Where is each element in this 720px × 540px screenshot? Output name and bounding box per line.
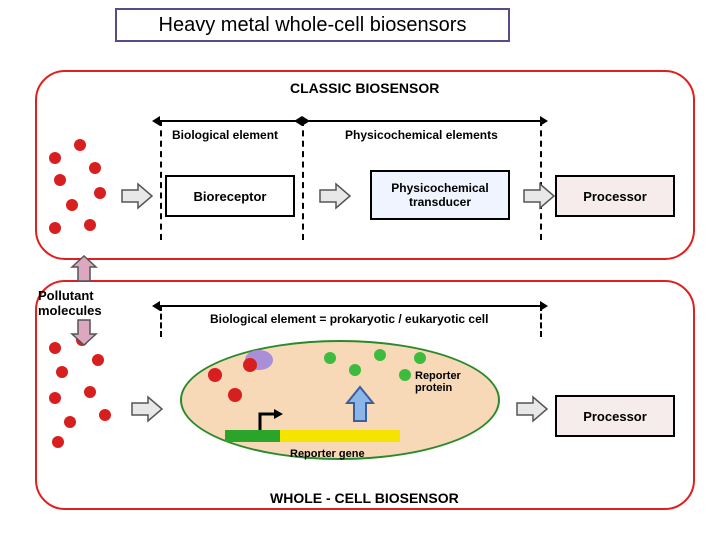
dashed-divider bbox=[160, 120, 162, 240]
pollutant-dot bbox=[228, 388, 242, 402]
up-arrow-icon bbox=[345, 385, 375, 425]
processor-box-top: Processor bbox=[555, 175, 675, 217]
reporter-protein-dot bbox=[374, 349, 386, 361]
pollutant-dot bbox=[99, 409, 111, 421]
pollutant-dot bbox=[84, 219, 96, 231]
pollutant-dot bbox=[208, 368, 222, 382]
flow-arrow-icon bbox=[130, 395, 164, 423]
dashed-divider bbox=[302, 120, 304, 240]
pollutant-dot bbox=[92, 354, 104, 366]
flow-arrow-icon bbox=[70, 255, 104, 283]
pollutant-dot bbox=[49, 222, 61, 234]
pollutant-dot bbox=[56, 366, 68, 378]
biological-element-cell-label: Biological element = prokaryotic / eukar… bbox=[210, 312, 488, 326]
pollutant-dot bbox=[243, 358, 257, 372]
promoter-arrow-icon bbox=[255, 408, 285, 433]
physicochemical-elements-label: Physicochemical elements bbox=[345, 128, 498, 142]
pollutant-dot bbox=[49, 152, 61, 164]
dashed-divider bbox=[540, 120, 542, 240]
reporter-protein-dot bbox=[349, 364, 361, 376]
gene-segment bbox=[280, 430, 400, 442]
flow-arrow-icon bbox=[515, 395, 549, 423]
flow-arrow-icon bbox=[522, 182, 556, 210]
transducer-box: Physicochemicaltransducer bbox=[370, 170, 510, 220]
reporter-protein-label: Reporter protein bbox=[415, 370, 485, 394]
classic-biosensor-panel bbox=[35, 70, 695, 260]
bioreceptor-box: Bioreceptor bbox=[165, 175, 295, 217]
biological-element-label: Biological element bbox=[172, 128, 278, 142]
pollutant-dot bbox=[89, 162, 101, 174]
reporter-protein-dot bbox=[324, 352, 336, 364]
wholecell-heading: WHOLE - CELL BIOSENSOR bbox=[270, 490, 459, 506]
pollutant-dot bbox=[52, 436, 64, 448]
reporter-protein-dot bbox=[399, 369, 411, 381]
flow-arrow-icon bbox=[70, 318, 104, 346]
pollutant-dot bbox=[49, 392, 61, 404]
pollutant-molecules-label: Pollutant molecules bbox=[38, 288, 102, 318]
range-arrow bbox=[160, 120, 302, 122]
classic-heading: CLASSIC BIOSENSOR bbox=[290, 80, 439, 96]
flow-arrow-icon bbox=[318, 182, 352, 210]
range-arrow bbox=[160, 305, 540, 307]
flow-arrow-icon bbox=[120, 182, 154, 210]
range-arrow bbox=[302, 120, 540, 122]
pollutant-dot bbox=[94, 187, 106, 199]
bioreceptor-text: Bioreceptor bbox=[194, 189, 267, 204]
reporter-protein-dot bbox=[414, 352, 426, 364]
pollutant-dot bbox=[49, 342, 61, 354]
diagram-title-text: Heavy metal whole-cell biosensors bbox=[159, 14, 467, 37]
transducer-text: Physicochemicaltransducer bbox=[391, 181, 488, 209]
processor-text-top: Processor bbox=[583, 189, 647, 204]
cell-ellipse bbox=[180, 340, 500, 460]
processor-text-bottom: Processor bbox=[583, 409, 647, 424]
pollutant-dot bbox=[84, 386, 96, 398]
processor-box-bottom: Processor bbox=[555, 395, 675, 437]
pollutant-dot bbox=[66, 199, 78, 211]
reporter-gene-label: Reporter gene bbox=[290, 448, 365, 460]
pollutant-dot bbox=[54, 174, 66, 186]
pollutant-dot bbox=[74, 139, 86, 151]
diagram-title: Heavy metal whole-cell biosensors bbox=[115, 8, 510, 42]
dashed-divider bbox=[160, 305, 162, 337]
pollutant-dot bbox=[64, 416, 76, 428]
